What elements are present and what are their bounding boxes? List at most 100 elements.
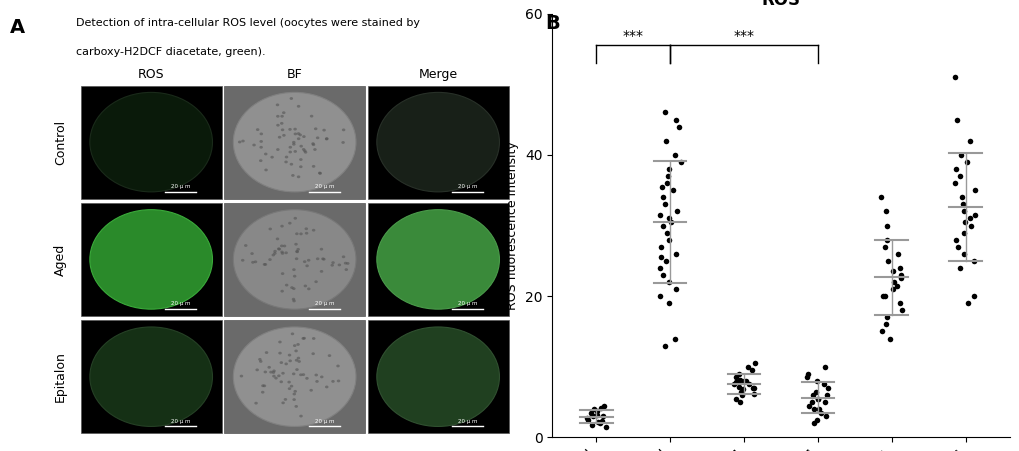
Point bbox=[947, 236, 963, 243]
Text: 20 μ m: 20 μ m bbox=[314, 301, 333, 306]
Point bbox=[966, 212, 982, 219]
Ellipse shape bbox=[312, 229, 315, 232]
Point bbox=[730, 370, 746, 377]
Ellipse shape bbox=[244, 244, 248, 247]
Ellipse shape bbox=[233, 210, 356, 309]
Ellipse shape bbox=[315, 380, 319, 383]
Ellipse shape bbox=[291, 268, 296, 271]
Ellipse shape bbox=[280, 225, 283, 228]
Point bbox=[743, 367, 759, 374]
Ellipse shape bbox=[272, 369, 275, 373]
Point bbox=[958, 158, 974, 166]
Point bbox=[877, 208, 894, 215]
Ellipse shape bbox=[272, 375, 275, 377]
Ellipse shape bbox=[288, 146, 291, 149]
Point bbox=[737, 377, 753, 385]
Ellipse shape bbox=[267, 366, 271, 369]
Point bbox=[657, 257, 674, 264]
Ellipse shape bbox=[304, 151, 307, 154]
Point bbox=[656, 201, 673, 208]
Ellipse shape bbox=[259, 360, 262, 363]
Point bbox=[745, 384, 761, 391]
Point bbox=[660, 215, 677, 222]
Ellipse shape bbox=[327, 354, 331, 357]
Ellipse shape bbox=[299, 158, 303, 161]
Ellipse shape bbox=[302, 373, 305, 376]
Text: Merge: Merge bbox=[418, 69, 458, 81]
Point bbox=[876, 293, 893, 300]
Point bbox=[656, 342, 673, 349]
Point bbox=[872, 328, 889, 335]
Point bbox=[728, 374, 744, 381]
Ellipse shape bbox=[305, 227, 308, 230]
Ellipse shape bbox=[275, 238, 279, 240]
Text: 20 μ m: 20 μ m bbox=[171, 301, 191, 306]
Point bbox=[812, 409, 828, 416]
Ellipse shape bbox=[293, 128, 297, 130]
Ellipse shape bbox=[292, 299, 296, 302]
Point bbox=[580, 416, 596, 423]
Point bbox=[734, 386, 750, 393]
Ellipse shape bbox=[268, 258, 271, 261]
Text: ***: *** bbox=[733, 29, 754, 43]
Ellipse shape bbox=[259, 159, 262, 162]
Ellipse shape bbox=[314, 373, 318, 377]
Point bbox=[672, 158, 688, 166]
Text: 20 μ m: 20 μ m bbox=[171, 419, 191, 423]
Point bbox=[893, 272, 909, 279]
Ellipse shape bbox=[296, 343, 300, 346]
Ellipse shape bbox=[304, 285, 307, 287]
Point bbox=[810, 405, 826, 413]
Ellipse shape bbox=[290, 174, 294, 177]
Ellipse shape bbox=[297, 132, 300, 135]
Point bbox=[807, 388, 823, 395]
Ellipse shape bbox=[312, 165, 315, 168]
Point bbox=[892, 275, 908, 282]
Y-axis label: ROS fluorescence intensity: ROS fluorescence intensity bbox=[505, 141, 519, 310]
Point bbox=[949, 243, 965, 250]
Point bbox=[954, 201, 970, 208]
Point bbox=[727, 395, 743, 402]
Point bbox=[582, 409, 598, 416]
Ellipse shape bbox=[316, 258, 319, 260]
Text: 20 μ m: 20 μ m bbox=[314, 419, 333, 423]
Point bbox=[955, 250, 971, 258]
Ellipse shape bbox=[289, 97, 292, 100]
Text: Aged: Aged bbox=[54, 243, 67, 276]
Point bbox=[805, 420, 821, 427]
Ellipse shape bbox=[312, 337, 315, 340]
Ellipse shape bbox=[284, 156, 288, 158]
Point bbox=[809, 395, 825, 402]
Point bbox=[586, 405, 602, 413]
Point bbox=[651, 212, 667, 219]
Ellipse shape bbox=[276, 115, 279, 118]
Point bbox=[651, 293, 667, 300]
Ellipse shape bbox=[274, 377, 277, 380]
Bar bbox=[367, 86, 508, 198]
Point bbox=[660, 278, 677, 285]
Point bbox=[666, 151, 683, 158]
Point bbox=[956, 218, 972, 226]
Point bbox=[808, 416, 824, 423]
Ellipse shape bbox=[276, 148, 279, 151]
Ellipse shape bbox=[271, 253, 275, 257]
Ellipse shape bbox=[288, 151, 291, 153]
Point bbox=[583, 421, 599, 428]
Point bbox=[731, 399, 747, 406]
Point bbox=[816, 399, 833, 406]
Ellipse shape bbox=[294, 350, 298, 352]
Point bbox=[667, 250, 684, 258]
Ellipse shape bbox=[309, 389, 313, 391]
Point bbox=[966, 187, 982, 194]
Ellipse shape bbox=[240, 259, 245, 262]
Ellipse shape bbox=[280, 115, 283, 118]
Point bbox=[652, 243, 668, 250]
Ellipse shape bbox=[293, 390, 297, 393]
Ellipse shape bbox=[289, 163, 292, 166]
Ellipse shape bbox=[294, 368, 299, 371]
Point bbox=[805, 405, 821, 413]
Ellipse shape bbox=[264, 169, 268, 171]
Point bbox=[745, 384, 761, 391]
Ellipse shape bbox=[376, 210, 499, 309]
Point bbox=[956, 208, 972, 215]
